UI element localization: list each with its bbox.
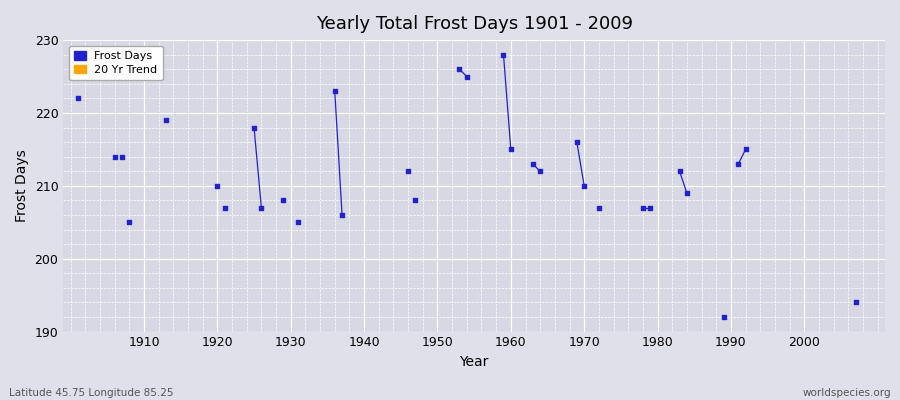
Point — [635, 204, 650, 211]
Point — [849, 299, 863, 306]
Point — [218, 204, 232, 211]
Point — [680, 190, 694, 196]
Text: worldspecies.org: worldspecies.org — [803, 388, 891, 398]
Point — [254, 204, 268, 211]
Point — [496, 52, 510, 58]
X-axis label: Year: Year — [460, 355, 489, 369]
Y-axis label: Frost Days: Frost Days — [15, 150, 29, 222]
Point — [335, 212, 349, 218]
Point — [71, 95, 86, 102]
Point — [158, 117, 173, 124]
Point — [276, 197, 291, 204]
Point — [291, 219, 305, 226]
Point — [107, 154, 122, 160]
Point — [453, 66, 467, 72]
Point — [716, 314, 731, 320]
Point — [122, 219, 137, 226]
Point — [643, 204, 657, 211]
Point — [211, 183, 225, 189]
Point — [731, 161, 745, 167]
Point — [400, 168, 415, 174]
Point — [328, 88, 342, 94]
Text: Latitude 45.75 Longitude 85.25: Latitude 45.75 Longitude 85.25 — [9, 388, 174, 398]
Point — [570, 139, 584, 145]
Point — [591, 204, 606, 211]
Point — [460, 73, 474, 80]
Point — [115, 154, 130, 160]
Legend: Frost Days, 20 Yr Trend: Frost Days, 20 Yr Trend — [68, 46, 163, 80]
Point — [504, 146, 518, 153]
Point — [738, 146, 752, 153]
Point — [533, 168, 547, 174]
Point — [409, 197, 423, 204]
Point — [247, 124, 261, 131]
Point — [672, 168, 687, 174]
Point — [526, 161, 540, 167]
Title: Yearly Total Frost Days 1901 - 2009: Yearly Total Frost Days 1901 - 2009 — [316, 15, 633, 33]
Point — [577, 183, 591, 189]
